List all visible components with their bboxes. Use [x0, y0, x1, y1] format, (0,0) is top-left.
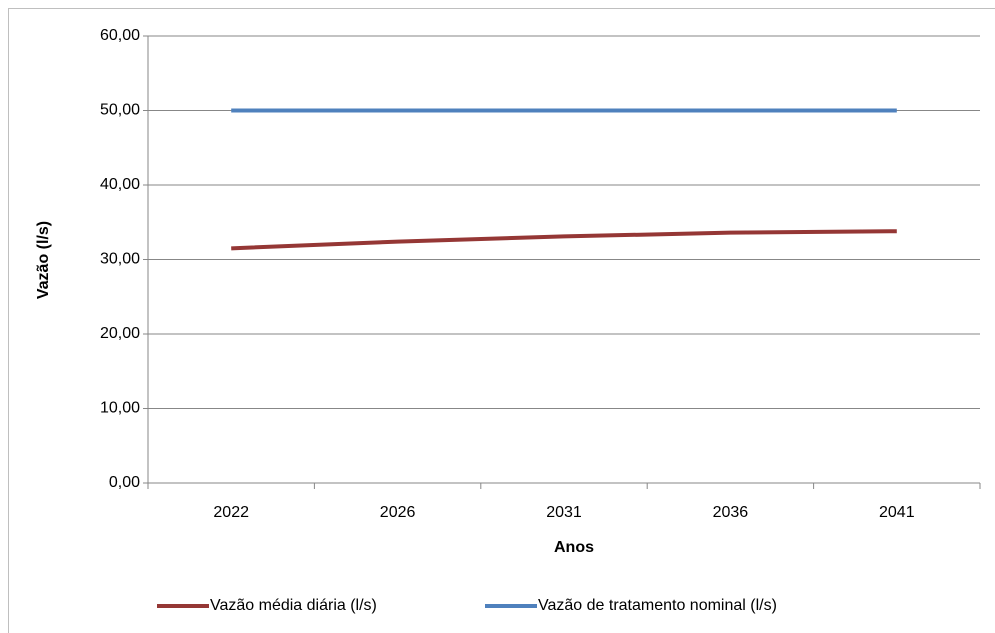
legend-label: Vazão de tratamento nominal (l/s) — [538, 597, 777, 614]
legend-label: Vazão média diária (l/s) — [210, 597, 377, 614]
x-tick-label: 2026 — [380, 504, 416, 521]
series-line — [231, 229, 897, 251]
x-tick-label: 2041 — [879, 504, 915, 521]
x-tick-label: 2022 — [213, 504, 249, 521]
y-tick-label: 60,00 — [100, 27, 140, 44]
y-tick-label: 50,00 — [100, 102, 140, 119]
y-axis-title: Vazão (l/s) — [35, 221, 52, 299]
y-tick-label: 10,00 — [100, 400, 140, 417]
x-axis-title: Anos — [554, 539, 594, 556]
y-tick-label: 0,00 — [109, 474, 140, 491]
x-tick-label: 2031 — [546, 504, 582, 521]
y-tick-label: 30,00 — [100, 251, 140, 268]
y-tick-label: 20,00 — [100, 325, 140, 342]
chart-border — [8, 8, 995, 633]
x-tick-label: 2036 — [713, 504, 749, 521]
y-tick-label: 40,00 — [100, 176, 140, 193]
